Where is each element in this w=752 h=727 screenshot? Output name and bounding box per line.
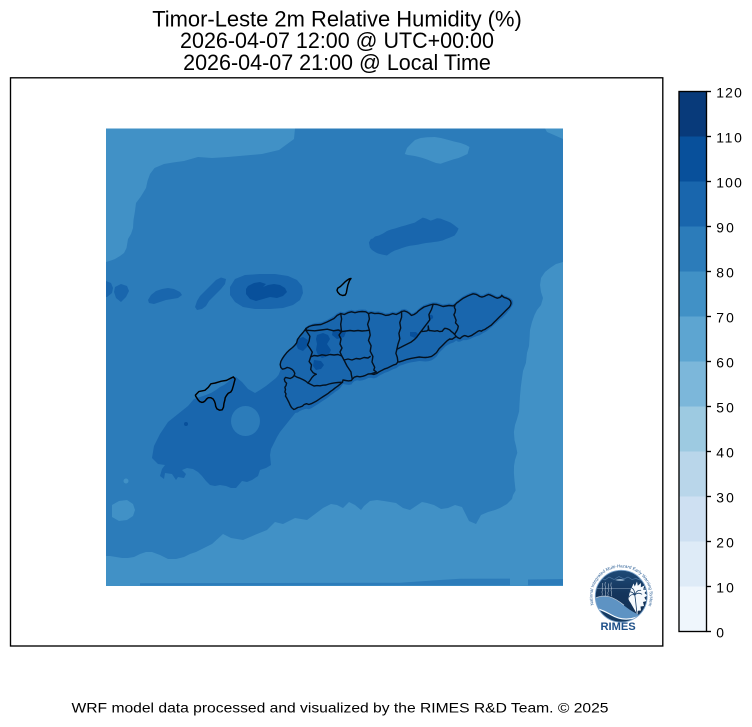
svg-text:Timor-Leste 2m Relative Humidi: Timor-Leste 2m Relative Humidity (%) [152,7,522,32]
svg-text:2026-04-07 12:00 @ UTC+00:00: 2026-04-07 12:00 @ UTC+00:00 [180,28,494,53]
svg-text:WRF model data processed and v: WRF model data processed and visualized … [72,699,609,715]
svg-text:2026-04-07 21:00 @ Local Time: 2026-04-07 21:00 @ Local Time [183,50,491,75]
svg-text:20: 20 [716,534,734,550]
svg-text:60: 60 [716,354,734,370]
svg-text:0: 0 [716,624,724,640]
svg-text:50: 50 [716,399,734,415]
svg-text:90: 90 [716,219,734,235]
svg-text:70: 70 [716,309,734,325]
svg-text:40: 40 [716,444,734,460]
svg-text:110: 110 [716,129,742,145]
svg-text:30: 30 [716,489,734,505]
svg-text:RIMES: RIMES [601,621,636,633]
svg-text:10: 10 [716,579,734,595]
svg-text:120: 120 [716,84,742,100]
svg-text:80: 80 [716,264,734,280]
svg-text:100: 100 [716,174,742,190]
